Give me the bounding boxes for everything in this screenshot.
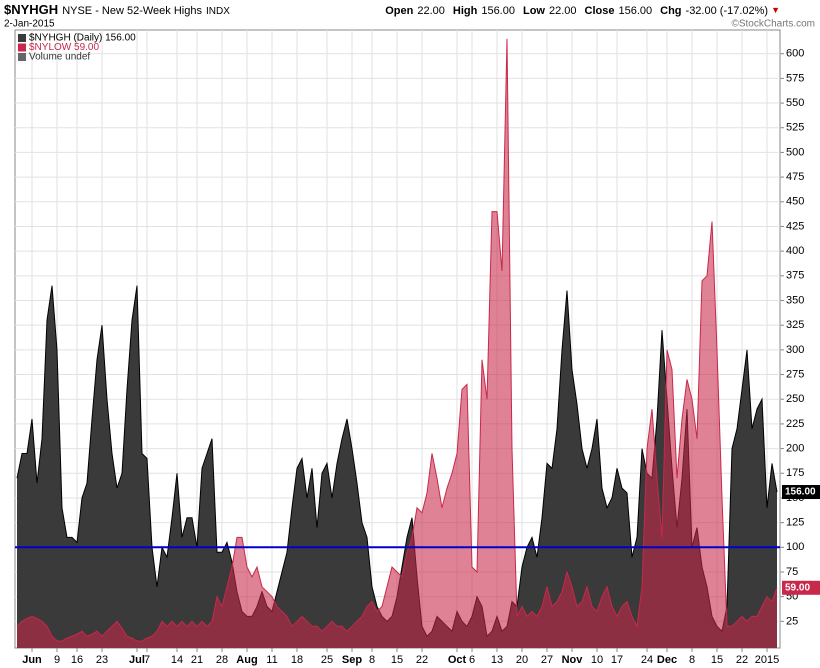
- x-tick-label: Aug: [236, 654, 257, 666]
- date: 2-Jan-2015: [4, 19, 55, 30]
- x-tick-label: 2015: [755, 654, 779, 666]
- area-fill: [17, 38, 777, 648]
- x-tick-label: Sep: [342, 654, 362, 666]
- x-tick-label: 17: [611, 654, 623, 666]
- y-tick-label: 100: [786, 541, 804, 553]
- y-tick-label: 125: [786, 517, 804, 529]
- x-tick-label: 9: [54, 654, 60, 666]
- x-tick-label: 7: [144, 654, 150, 666]
- x-tick-label: 11: [266, 654, 277, 666]
- legend-swatch: [18, 53, 26, 61]
- x-tick-label: Dec: [657, 654, 677, 666]
- x-tick-label: 16: [71, 654, 83, 666]
- y-tick-label: 250: [786, 393, 804, 405]
- x-tick-label: 8: [369, 654, 375, 666]
- x-tick-label: 6: [469, 654, 475, 666]
- y-tick-label: 450: [786, 196, 804, 208]
- quote-value: 22.00: [417, 5, 445, 17]
- quote-value: -32.00 (-17.02%): [686, 5, 769, 17]
- symbol: $NYHGH: [4, 2, 58, 17]
- legend-entry: $NYLOW 59.00: [29, 42, 99, 53]
- y-tick-label: 375: [786, 270, 804, 282]
- y-tick-label: 550: [786, 97, 804, 109]
- credit: ©StockCharts.com: [731, 19, 815, 30]
- x-tick-label: Oct: [448, 654, 467, 666]
- quote-label: Chg: [660, 5, 681, 17]
- quote-label: Open: [385, 5, 413, 17]
- quote-value: 156.00: [618, 5, 652, 17]
- x-tick-label: 22: [416, 654, 428, 666]
- y-tick-label: 75: [786, 566, 798, 578]
- x-tick-label: 13: [491, 654, 503, 666]
- x-tick-label: 20: [516, 654, 528, 666]
- x-tick-label: 25: [321, 654, 333, 666]
- kind: INDX: [206, 6, 230, 17]
- y-tick-label: 350: [786, 294, 804, 306]
- quote-value: 156.00: [481, 5, 515, 17]
- value-tag: 59.00: [785, 582, 810, 593]
- x-tick-label: 28: [216, 654, 228, 666]
- x-tick-label: 15: [711, 654, 723, 666]
- quote-label: High: [453, 5, 478, 17]
- x-tick-label: Nov: [562, 654, 584, 666]
- header-line: $NYHGH NYSE - New 52-Week Highs INDX: [4, 2, 230, 17]
- x-tick-label: 24: [641, 654, 653, 666]
- y-tick-label: 525: [786, 122, 804, 134]
- y-tick-label: 225: [786, 418, 804, 430]
- area-line: [16, 38, 778, 642]
- y-tick-label: 275: [786, 368, 804, 380]
- y-tick-label: 25: [786, 615, 798, 627]
- y-tick-label: 200: [786, 442, 804, 454]
- y-tick-label: 500: [786, 146, 804, 158]
- x-tick-label: 10: [591, 654, 603, 666]
- down-arrow: ▼: [771, 5, 780, 15]
- description: NYSE - New 52-Week Highs: [62, 5, 202, 17]
- legend-entry: $NYHGH (Daily) 156.00: [29, 33, 136, 44]
- y-tick-label: 425: [786, 220, 804, 232]
- x-tick-label: 14: [171, 654, 183, 666]
- x-tick-label: 23: [96, 654, 108, 666]
- quote-label: Close: [585, 5, 615, 17]
- x-tick-label: 22: [736, 654, 748, 666]
- quote: Open 22.00 High 156.00 Low 22.00 Close 156.00 Ch…: [385, 5, 780, 17]
- area-fill: [17, 285, 777, 648]
- x-tick-label: 27: [541, 654, 553, 666]
- x-tick-label: 18: [291, 654, 303, 666]
- quote-label: Low: [523, 5, 545, 17]
- y-tick-label: 400: [786, 245, 804, 257]
- x-tick-label: 8: [689, 654, 695, 666]
- y-tick-label: 600: [786, 48, 804, 60]
- x-tick-label: Jun: [22, 654, 42, 666]
- legend-swatch: [18, 43, 26, 52]
- y-tick-label: 575: [786, 72, 804, 84]
- x-tick-label: Jul: [129, 654, 145, 666]
- value-tag: 156.00: [785, 487, 816, 498]
- x-tick-label: 21: [191, 654, 203, 666]
- x-tick-label: 15: [391, 654, 403, 666]
- y-tick-label: 475: [786, 171, 804, 183]
- quote-value: 22.00: [549, 5, 577, 17]
- y-tick-label: 325: [786, 319, 804, 331]
- value-tag-bg: [782, 485, 820, 500]
- value-tag-bg: [782, 580, 820, 595]
- legend-entry: Volume undef: [29, 52, 90, 63]
- legend-swatch: [18, 34, 26, 42]
- y-tick-label: 175: [786, 467, 804, 479]
- y-tick-label: 300: [786, 344, 804, 356]
